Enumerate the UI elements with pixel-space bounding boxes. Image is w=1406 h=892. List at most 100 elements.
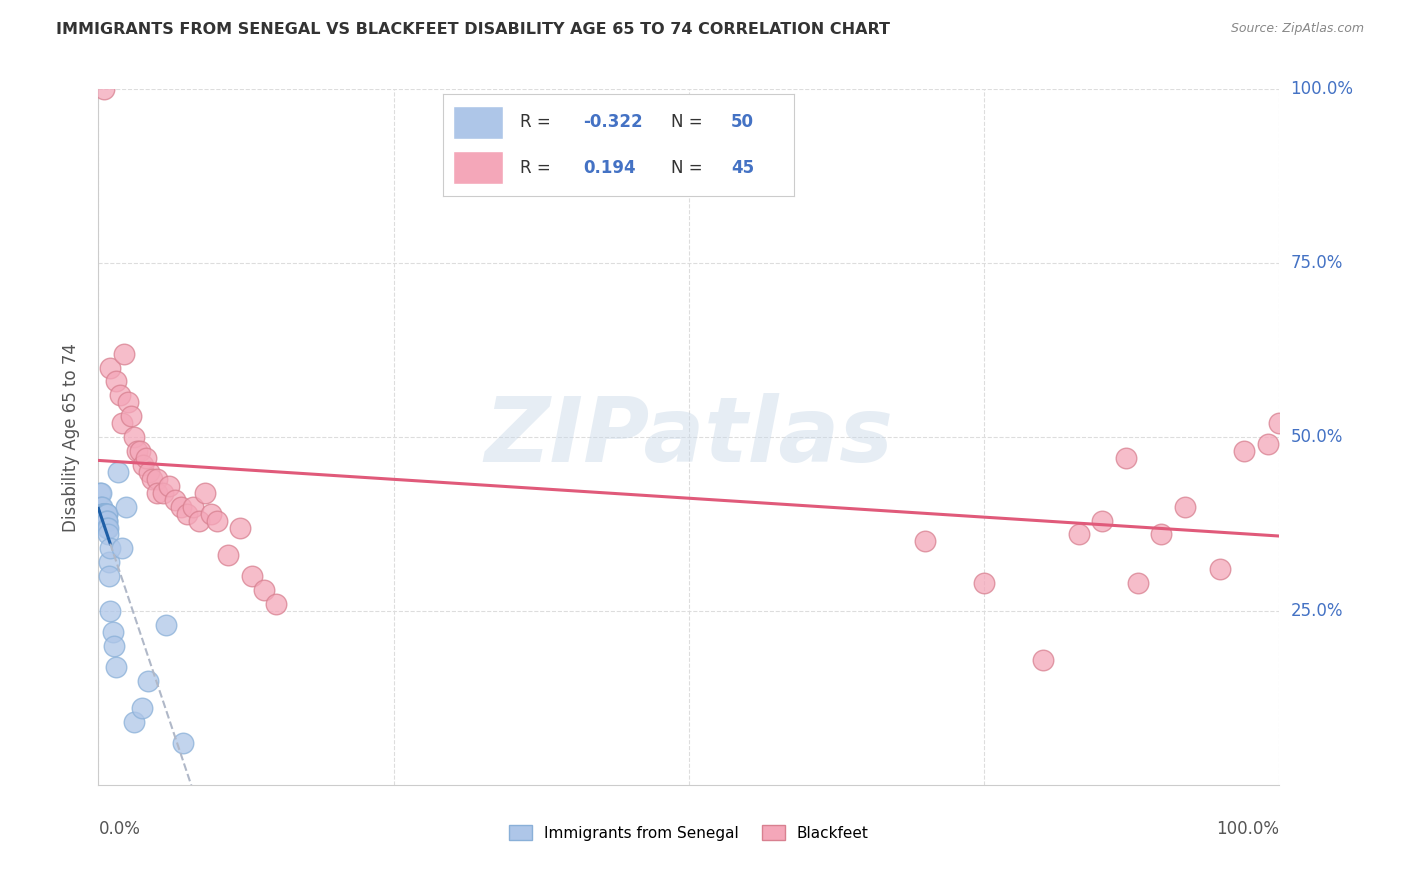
Point	[101, 624, 124, 639]
Point	[93, 514, 115, 528]
Bar	[453, 106, 503, 139]
Point	[127, 444, 149, 458]
Point	[91, 514, 114, 528]
Point	[111, 541, 134, 556]
Point	[93, 82, 115, 96]
Point	[94, 507, 117, 521]
Point	[136, 673, 159, 688]
Point	[200, 507, 222, 521]
Point	[96, 514, 118, 528]
Point	[94, 507, 117, 521]
Legend: Immigrants from Senegal, Blackfeet: Immigrants from Senegal, Blackfeet	[503, 819, 875, 847]
Point	[90, 507, 112, 521]
Text: -0.322: -0.322	[583, 113, 643, 131]
Point	[111, 416, 134, 430]
Point	[96, 507, 118, 521]
Point	[205, 514, 228, 528]
Point	[1268, 416, 1291, 430]
Point	[121, 409, 143, 424]
Point	[93, 514, 115, 528]
Point	[103, 639, 125, 653]
Text: IMMIGRANTS FROM SENEGAL VS BLACKFEET DISABILITY AGE 65 TO 74 CORRELATION CHART: IMMIGRANTS FROM SENEGAL VS BLACKFEET DIS…	[56, 22, 890, 37]
Point	[1115, 450, 1137, 465]
Point	[96, 507, 118, 521]
Point	[217, 549, 239, 563]
Point	[97, 527, 120, 541]
Point	[90, 514, 112, 528]
Point	[93, 514, 115, 528]
Point	[155, 618, 177, 632]
Point	[93, 514, 115, 528]
Point	[98, 541, 121, 556]
Text: 25.0%: 25.0%	[1291, 602, 1343, 620]
Point	[107, 465, 129, 479]
Point	[93, 507, 115, 521]
Point	[97, 520, 120, 534]
Point	[128, 444, 150, 458]
Point	[157, 479, 180, 493]
Point	[132, 458, 155, 472]
Point	[91, 507, 114, 521]
Text: 100.0%: 100.0%	[1291, 80, 1354, 98]
Point	[122, 715, 145, 730]
Point	[91, 507, 114, 521]
Point	[98, 555, 121, 569]
Point	[165, 492, 187, 507]
Text: N =: N =	[671, 159, 709, 177]
Text: Source: ZipAtlas.com: Source: ZipAtlas.com	[1230, 22, 1364, 36]
Point	[1174, 500, 1197, 514]
Text: N =: N =	[671, 113, 709, 131]
Point	[1233, 444, 1256, 458]
Y-axis label: Disability Age 65 to 74: Disability Age 65 to 74	[62, 343, 80, 532]
Point	[93, 507, 115, 521]
Text: 75.0%: 75.0%	[1291, 254, 1343, 272]
Text: 50.0%: 50.0%	[1291, 428, 1343, 446]
Point	[122, 430, 145, 444]
Point	[1126, 576, 1149, 591]
Point	[229, 520, 252, 534]
Point	[89, 514, 111, 528]
Point	[90, 500, 112, 514]
Point	[98, 604, 121, 618]
Point	[1067, 527, 1090, 541]
Text: 0.0%: 0.0%	[98, 820, 141, 838]
Point	[112, 346, 135, 360]
Point	[264, 597, 287, 611]
Point	[96, 514, 118, 528]
Point	[98, 360, 121, 375]
Point	[117, 395, 139, 409]
Point	[91, 500, 114, 514]
Point	[114, 500, 136, 514]
Point	[98, 569, 121, 583]
Point	[141, 472, 163, 486]
Point	[1150, 527, 1173, 541]
Text: 100.0%: 100.0%	[1216, 820, 1279, 838]
Point	[973, 576, 995, 591]
Bar	[453, 151, 503, 184]
Point	[105, 659, 128, 673]
Point	[914, 534, 936, 549]
Point	[93, 514, 115, 528]
Point	[172, 736, 194, 750]
Point	[152, 485, 174, 500]
Point	[93, 514, 115, 528]
Point	[91, 507, 114, 521]
Point	[181, 500, 204, 514]
Point	[131, 701, 153, 715]
Point	[105, 375, 128, 389]
Point	[146, 485, 169, 500]
Point	[194, 485, 217, 500]
Text: ZIPatlas: ZIPatlas	[485, 393, 893, 481]
Point	[94, 514, 117, 528]
Point	[138, 465, 160, 479]
Point	[1209, 562, 1232, 576]
Text: R =: R =	[520, 159, 557, 177]
Point	[89, 485, 111, 500]
Point	[91, 514, 114, 528]
Point	[90, 485, 112, 500]
Point	[93, 514, 115, 528]
Point	[146, 472, 169, 486]
Point	[176, 507, 198, 521]
Point	[135, 450, 157, 465]
Point	[170, 500, 193, 514]
